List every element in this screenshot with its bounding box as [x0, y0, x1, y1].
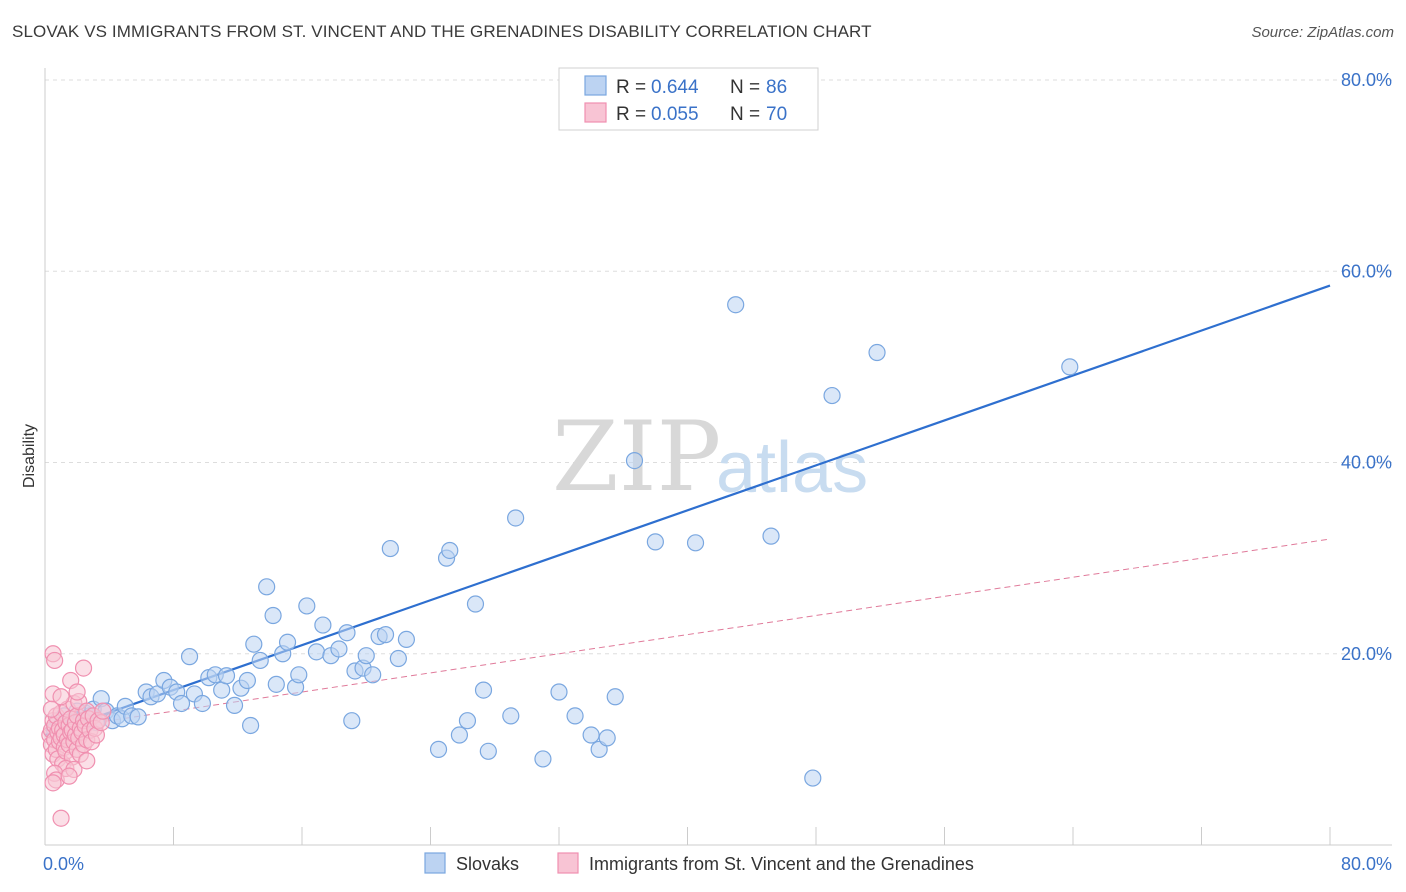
immigrants-trend-line [44, 538, 1331, 731]
slovaks-point-86 [727, 296, 745, 314]
slovaks-point-79 [598, 729, 616, 747]
legend-r-value-immigrants: 0.055 [651, 104, 699, 125]
slovaks-point-88 [868, 343, 886, 362]
slovaks-point-37 [238, 671, 256, 690]
slovaks-point-43 [267, 675, 285, 693]
legend-n-value-immigrants: 70 [766, 104, 787, 125]
immigrants-point-66 [78, 752, 96, 770]
legend-r-label-immigrants: R = [616, 104, 646, 125]
slovaks-point-20 [129, 708, 147, 726]
source-label: Source: ZipAtlas.com [1251, 24, 1394, 41]
legend-swatch-immigrants [584, 102, 607, 123]
immigrants-point-59 [52, 688, 70, 706]
slovaks-point-45 [278, 633, 297, 651]
bottom-legend-swatch-immigrants [557, 852, 579, 874]
slovaks-point-64 [429, 740, 448, 758]
legend-bottom: Slovaks Immigrants from St. Vincent and … [424, 852, 974, 874]
legend-r-value-slovaks: 0.644 [651, 77, 699, 98]
slovaks-point-72 [502, 707, 520, 725]
slovaks-point-34 [217, 667, 236, 685]
slovaks-point-84 [762, 527, 780, 545]
axes [44, 68, 1392, 846]
gridlines [45, 79, 1392, 655]
y-tick-label-80: 80.0% [1341, 70, 1392, 90]
slovaks-point-41 [258, 578, 276, 596]
slovaks-point-60 [376, 626, 395, 644]
slovaks-point-66 [441, 541, 459, 560]
slovaks-point-54 [343, 712, 361, 730]
data-points [41, 296, 1079, 827]
slovaks-point-69 [466, 595, 485, 613]
slovaks-point-40 [251, 651, 269, 670]
y-tick-label-20: 20.0% [1341, 644, 1392, 664]
slovaks-point-67 [450, 726, 469, 744]
legend-swatch-slovaks [584, 75, 607, 96]
trend-lines [44, 284, 1331, 737]
slovaks-point-27 [172, 694, 191, 713]
immigrants-point-57 [74, 659, 93, 677]
slovaks-point-83 [686, 534, 705, 552]
slovaks-point-49 [307, 643, 326, 661]
legend-n-value-slovaks: 86 [766, 77, 787, 98]
bottom-legend-label-immigrants: Immigrants from St. Vincent and the Gren… [589, 854, 974, 874]
slovaks-point-63 [397, 630, 416, 649]
legend-n-label-immigrants: N = [730, 104, 760, 125]
slovaks-point-50 [314, 616, 332, 634]
slovaks-trend-line [44, 284, 1331, 737]
slovaks-point-73 [507, 509, 525, 527]
slovaks-point-53 [338, 624, 356, 642]
immigrants-point-53 [94, 702, 112, 720]
slovaks-point-70 [474, 681, 493, 699]
slovaks-point-76 [566, 707, 584, 725]
immigrants-point-68 [60, 767, 78, 785]
slovaks-point-61 [381, 539, 399, 558]
bottom-legend-label-slovaks: Slovaks [456, 854, 519, 874]
watermark-atlas: atlas [716, 428, 868, 508]
slovaks-point-80 [606, 688, 624, 706]
y-tick-label-40: 40.0% [1341, 453, 1392, 473]
slovaks-point-30 [193, 694, 212, 713]
immigrants-point-65 [52, 809, 70, 827]
chart-title: SLOVAK VS IMMIGRANTS FROM ST. VINCENT AN… [12, 22, 872, 41]
slovaks-point-89 [1061, 358, 1079, 376]
slovaks-point-75 [550, 683, 568, 701]
slovaks-point-62 [389, 649, 407, 668]
slovaks-point-39 [245, 635, 263, 653]
slovaks-point-42 [264, 606, 282, 625]
x-tick-label-0: 0.0% [43, 854, 84, 874]
slovaks-point-28 [180, 648, 199, 666]
immigrants-point-55 [46, 651, 64, 670]
slovaks-point-48 [298, 597, 316, 615]
watermark: ZIP atlas [552, 401, 868, 513]
slovaks-point-68 [458, 712, 477, 730]
slovaks-point-85 [804, 769, 822, 787]
slovaks-point-58 [364, 666, 382, 684]
slovaks-point-47 [290, 666, 308, 684]
slovaks-point-33 [213, 681, 231, 699]
immigrants-point-67 [42, 700, 61, 718]
slovaks-point-38 [242, 716, 260, 735]
legend-r-label-slovaks: R = [616, 77, 646, 98]
tick-labels: 20.0% 40.0% 60.0% 80.0% 0.0% 80.0% [43, 70, 1392, 874]
slovaks-point-57 [357, 647, 375, 665]
y-axis-label: Disability [21, 424, 38, 488]
slovaks-point-35 [225, 696, 244, 714]
slovaks-point-77 [582, 726, 600, 744]
legend-n-label-slovaks: N = [730, 77, 760, 98]
x-tick-label-80: 80.0% [1341, 854, 1392, 874]
slovaks-point-74 [534, 750, 552, 768]
slovaks-point-87 [823, 386, 841, 405]
slovaks-point-81 [625, 451, 644, 470]
slovaks-point-52 [330, 640, 348, 658]
y-tick-label-60: 60.0% [1341, 261, 1392, 281]
slovaks-point-71 [479, 742, 497, 760]
immigrants-point-63 [44, 774, 62, 792]
slovaks-point-82 [646, 533, 664, 551]
immigrants-point-69 [68, 683, 86, 701]
legend-top: R = 0.644 N = 86 R = 0.055 N = 70 [558, 67, 819, 131]
bottom-legend-swatch-slovaks [424, 852, 446, 874]
